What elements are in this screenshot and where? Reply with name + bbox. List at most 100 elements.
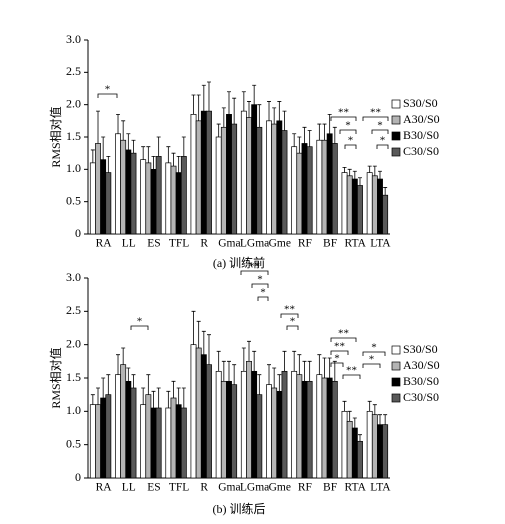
y-tick-label: 0 <box>75 226 81 240</box>
significance-bracket <box>362 363 381 368</box>
bar <box>130 152 137 235</box>
error-bar <box>181 387 186 408</box>
error-bar <box>377 170 382 180</box>
legend-label: A30/S0 <box>403 112 440 126</box>
significance-label: * <box>380 135 386 147</box>
error-bar <box>383 414 388 425</box>
error-bar <box>176 156 181 173</box>
error-bar <box>307 130 312 147</box>
significance-bracket <box>339 129 357 134</box>
significance-bracket <box>371 129 389 134</box>
significance-label: * <box>377 120 383 132</box>
error-bar <box>267 101 272 121</box>
error-bar <box>181 136 186 157</box>
error-bar <box>226 91 231 115</box>
error-bar <box>327 113 332 134</box>
error-bar <box>101 377 106 398</box>
y-axis-label: RMS相对值 <box>48 106 63 167</box>
error-bar <box>96 110 101 144</box>
bar <box>155 407 162 479</box>
significance-label: ** <box>346 365 357 377</box>
error-bar <box>141 146 146 160</box>
bar <box>351 427 358 479</box>
error-bar <box>267 364 272 385</box>
significance-bracket <box>130 325 149 330</box>
bar <box>296 152 303 235</box>
error-bar <box>347 168 352 176</box>
x-tick-label: ES <box>147 482 160 494</box>
error-bar <box>116 113 121 134</box>
bar <box>150 407 157 479</box>
bar <box>246 117 252 235</box>
bar <box>100 397 107 479</box>
error-bar <box>241 91 246 112</box>
legend-swatch <box>391 361 401 371</box>
bar <box>341 172 348 235</box>
bar <box>200 110 207 235</box>
significance-bracket <box>251 283 269 288</box>
bar <box>326 133 333 235</box>
significance-bracket <box>257 296 269 301</box>
significance-bracket <box>362 116 389 121</box>
bar <box>276 390 283 479</box>
error-bar <box>282 350 287 372</box>
y-tick-label: 0 <box>75 470 81 484</box>
significance-label: * <box>334 353 340 365</box>
significance-label: ** <box>370 107 381 119</box>
significance-bracket <box>286 325 299 330</box>
bar <box>301 143 308 235</box>
error-bar <box>252 84 257 105</box>
significance-label: ** <box>334 341 345 353</box>
error-bar <box>257 104 262 128</box>
error-bar <box>226 360 231 382</box>
significance-label: * <box>105 84 111 96</box>
bar <box>306 380 313 479</box>
bar <box>231 123 238 235</box>
bar <box>190 344 197 479</box>
error-bar <box>232 364 237 385</box>
bar <box>170 397 177 479</box>
bar <box>346 175 353 235</box>
y-tick-label: 3.0 <box>66 270 81 284</box>
x-tick-label: RF <box>298 482 312 494</box>
bar <box>291 370 298 479</box>
bar <box>175 404 182 479</box>
y-tick-label: 1.5 <box>66 129 81 143</box>
significance-label: * <box>260 287 266 299</box>
bar <box>145 162 152 235</box>
bar <box>200 354 207 479</box>
significance-bracket <box>330 337 357 342</box>
error-bar <box>121 120 126 141</box>
significance-label: * <box>290 316 296 328</box>
error-bar <box>322 357 327 378</box>
bar <box>251 104 258 235</box>
bar <box>190 114 197 235</box>
error-bar <box>106 156 111 173</box>
bar <box>115 133 121 235</box>
bar <box>357 440 363 479</box>
bar <box>301 380 308 479</box>
x-tick-label: RTA <box>345 238 367 250</box>
significance-bracket <box>240 270 269 275</box>
x-tick-label: ES <box>147 238 160 250</box>
error-bar <box>302 360 307 382</box>
x-tick-label: BF <box>323 482 337 494</box>
significance-bracket <box>330 116 357 121</box>
bar <box>316 374 323 479</box>
bar <box>306 146 313 235</box>
error-bar <box>307 360 312 382</box>
bar <box>145 394 152 479</box>
error-bar <box>221 107 226 128</box>
bar <box>271 387 278 479</box>
bar <box>165 407 172 479</box>
error-bar <box>272 107 277 125</box>
y-tick-label: 2.5 <box>66 303 81 317</box>
significance-bracket <box>342 374 361 379</box>
error-bar <box>383 187 388 196</box>
error-bar <box>247 101 252 118</box>
bar <box>256 126 263 235</box>
error-bar <box>151 156 156 170</box>
bar <box>206 364 212 479</box>
bar <box>366 410 373 479</box>
y-tick-label: 2.5 <box>66 64 81 78</box>
